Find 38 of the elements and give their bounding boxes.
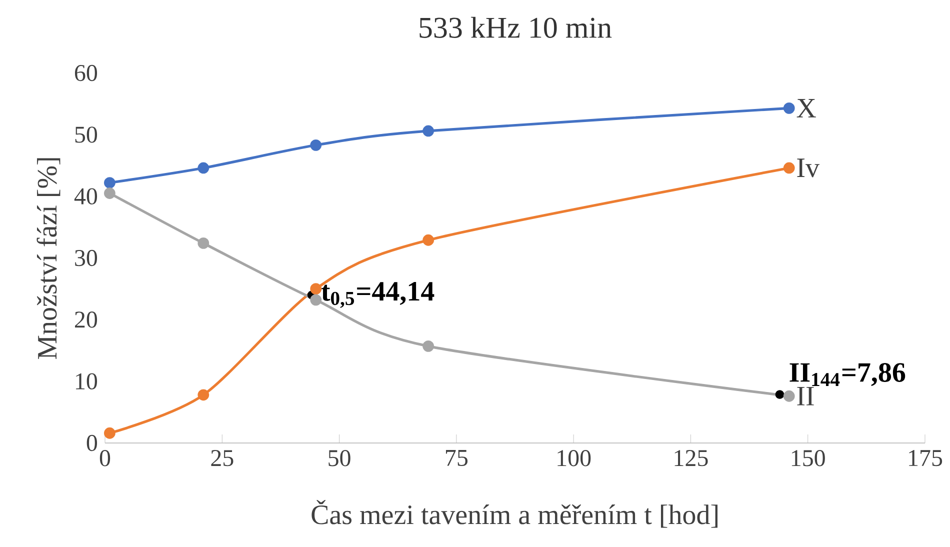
- point: [198, 162, 210, 174]
- point: [198, 238, 210, 249]
- x-tick-label: 100: [558, 450, 591, 466]
- y-tick-label: 0: [86, 434, 98, 452]
- y-tick-label: 50: [75, 126, 98, 143]
- y-tick-label: 40: [74, 188, 98, 204]
- point: [310, 283, 322, 295]
- y-tick-label: 30: [75, 250, 98, 266]
- point: [310, 294, 322, 306]
- chart-title: 533 kHz 10 min: [420, 16, 612, 38]
- annotation: t$_{0,5}$=44,14: [321, 282, 434, 308]
- point: [422, 125, 434, 137]
- point: [783, 102, 795, 114]
- x-tick-label: 75: [446, 450, 468, 466]
- point: [422, 234, 434, 246]
- x-tick-label: 150: [792, 450, 825, 466]
- x-tick-label: 125: [674, 450, 708, 466]
- series-label: II: [797, 386, 814, 406]
- y-tick-label: 60: [74, 64, 98, 82]
- point: [104, 177, 116, 188]
- y-tick-label: 20: [75, 312, 98, 328]
- series-label: Iv: [797, 158, 820, 178]
- point: [783, 162, 795, 174]
- point: [198, 389, 210, 401]
- x-axis-title: Čas mezi tavením a měřením t [hod]: [312, 500, 718, 528]
- point: [310, 139, 322, 151]
- x-tick-label: 0: [100, 450, 110, 466]
- annotation: II$_{144}$=7,86: [790, 363, 906, 386]
- point: [104, 188, 116, 199]
- y-axis-title: Množství fází [%]: [36, 158, 60, 360]
- x-tick-label: 50: [328, 450, 350, 466]
- point: [783, 390, 795, 402]
- x-tick-label: 25: [211, 450, 234, 466]
- y-tick-label: 10: [76, 373, 98, 390]
- point: [422, 340, 434, 352]
- x-tick-label: 175: [909, 450, 942, 466]
- series-label: X: [796, 98, 816, 118]
- point: [104, 427, 116, 439]
